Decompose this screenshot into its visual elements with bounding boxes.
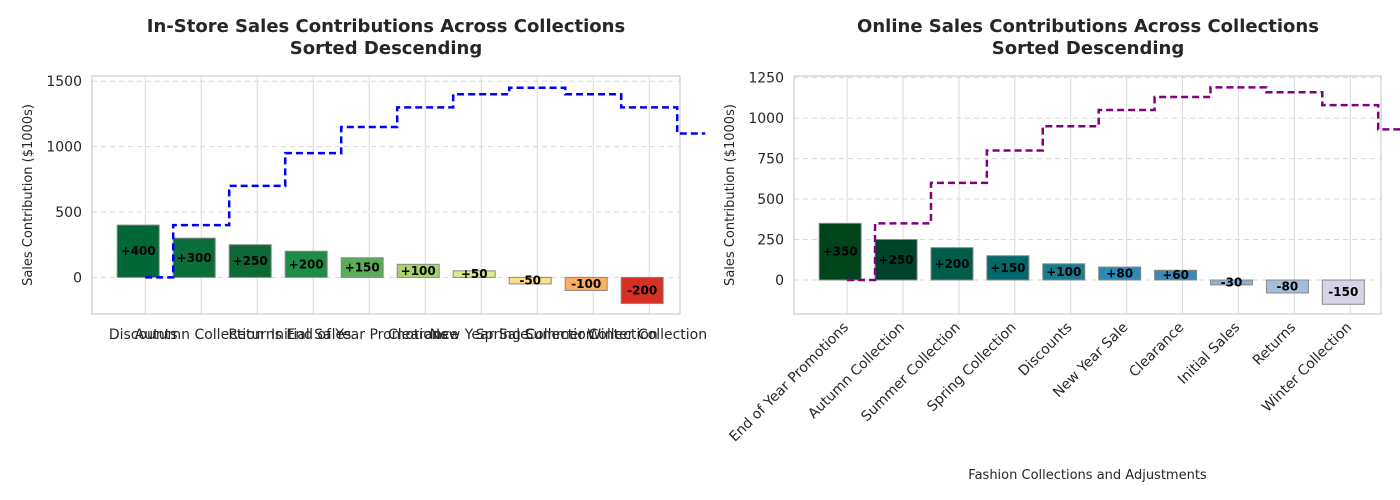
bar-winter-collection <box>620 276 664 305</box>
chart-panel-2: Online Sales Contributions Across Collec… <box>723 16 1400 483</box>
bar-label: -100 <box>571 277 601 291</box>
bar-returns <box>228 244 272 278</box>
y-tick-label: 1000 <box>748 111 784 127</box>
x-tick-label: Discounts <box>1016 320 1076 380</box>
bar-label: +200 <box>289 257 324 271</box>
bar-autumn-collection <box>874 239 918 281</box>
x-tick-label: Autumn Collection <box>135 327 264 343</box>
x-tick-label: Returns <box>228 327 282 343</box>
bar-label: +100 <box>401 264 436 278</box>
bar-summer-collection <box>564 276 608 291</box>
bar-label: +350 <box>823 245 858 259</box>
bar-discounts <box>1042 263 1086 281</box>
y-tick-label: 500 <box>757 192 784 208</box>
chart-title-line: Sorted Descending <box>992 38 1184 59</box>
x-tick-label: Autumn Collection <box>805 320 908 423</box>
bar-end-of-year-promotions <box>340 257 384 278</box>
x-tick-label: Returns <box>1250 320 1299 369</box>
x-tick-label: Clearance <box>388 327 458 343</box>
bar-label: +50 <box>461 267 488 281</box>
x-tick-label: Discounts <box>109 327 178 343</box>
bar-spring-collection <box>508 276 552 285</box>
y-tick-label: 1500 <box>46 74 82 90</box>
bar-label: -50 <box>519 274 541 288</box>
y-tick-label: 750 <box>757 152 784 168</box>
bar-label: +150 <box>345 261 380 275</box>
x-tick-label: Summer Collection <box>858 320 963 425</box>
bar-returns <box>1265 279 1309 294</box>
chart-title-line: Sorted Descending <box>290 38 482 59</box>
bar-label: +80 <box>1106 267 1133 281</box>
bar-clearance <box>396 263 440 278</box>
y-axis-label: Sales Contribution ($1000s) <box>723 104 738 286</box>
y-tick-label: 1250 <box>748 71 784 87</box>
bar-initial-sales <box>284 250 328 278</box>
bar-label: -80 <box>1277 279 1299 293</box>
y-tick-label: 0 <box>775 273 784 289</box>
bar-label: +150 <box>990 261 1025 275</box>
bar-label: +200 <box>934 257 969 271</box>
bar-label: -150 <box>1328 285 1358 299</box>
bar-label: -30 <box>1221 275 1243 289</box>
cumulative-line <box>847 86 1400 282</box>
x-tick-label: Summer Collection <box>525 327 658 343</box>
bar-new-year-sale <box>1098 266 1142 281</box>
bar-initial-sales <box>1209 279 1253 286</box>
plot-frame <box>793 75 1382 315</box>
x-tick-label: Spring Collection <box>476 327 595 343</box>
x-tick-label: Clearance <box>1126 320 1187 381</box>
y-tick-label: 250 <box>757 233 784 249</box>
cumulative-line <box>145 86 706 279</box>
bar-label: +60 <box>1162 268 1189 282</box>
chart-panel-1: In-Store Sales Contributions Across Coll… <box>21 16 707 343</box>
bar-label: +300 <box>177 251 212 265</box>
plot-frame <box>91 75 681 315</box>
bar-label: +100 <box>1046 265 1081 279</box>
bar-new-year-sale <box>452 270 496 278</box>
y-axis-label: Sales Contribution ($1000s) <box>21 104 36 286</box>
bar-label: +400 <box>121 244 156 258</box>
x-tick-label: Initial Sales <box>271 327 351 343</box>
bar-winter-collection <box>1321 279 1365 305</box>
x-tick-label: New Year Sale <box>430 327 529 343</box>
bar-clearance <box>1154 269 1198 281</box>
bar-summer-collection <box>930 247 974 281</box>
y-tick-label: 0 <box>73 270 82 286</box>
bar-label: +250 <box>233 254 268 268</box>
chart-title: In-Store Sales Contributions Across Coll… <box>147 16 625 59</box>
bar-end-of-year-promotions <box>818 222 862 281</box>
bar-label: +250 <box>879 253 914 267</box>
y-tick-label: 500 <box>55 205 82 221</box>
chart-title: Online Sales Contributions Across Collec… <box>857 16 1319 59</box>
x-tick-label: Winter Collection <box>587 327 707 343</box>
chart-title-line: Online Sales Contributions Across Collec… <box>857 16 1319 37</box>
bar-label: -200 <box>627 283 657 297</box>
bar-discounts <box>116 224 160 278</box>
chart-title-line: In-Store Sales Contributions Across Coll… <box>147 16 625 37</box>
x-axis-label: Fashion Collections and Adjustments <box>968 468 1207 483</box>
x-tick-label: End of Year Promotions <box>286 327 448 343</box>
bar-spring-collection <box>986 255 1030 281</box>
y-tick-label: 1000 <box>46 140 82 156</box>
